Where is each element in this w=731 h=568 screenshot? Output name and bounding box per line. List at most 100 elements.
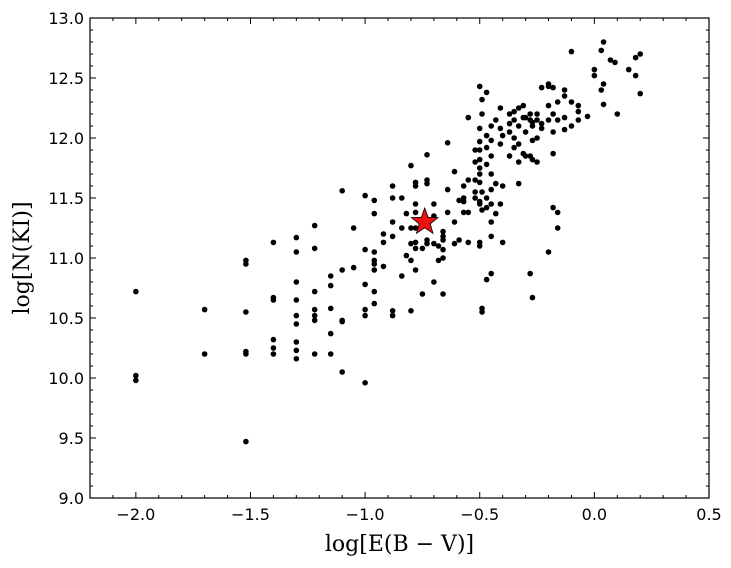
x-tick-label: −1.0 [346,505,385,524]
data-point [472,147,478,153]
data-point [408,308,414,314]
data-point [476,83,483,90]
data-point [497,201,504,207]
data-point [472,189,478,195]
x-tick-label: 0.0 [582,505,607,524]
data-point [201,306,208,313]
data-point [488,201,495,207]
data-point [488,171,495,177]
data-point [488,233,495,240]
data-point [529,123,536,129]
data-point [412,183,419,189]
data-point [554,225,561,231]
data-point [371,267,378,273]
data-point [444,209,451,216]
data-point [293,234,300,241]
data-point [444,186,451,193]
data-point [339,318,345,325]
data-point [632,54,639,61]
x-axis-label: log[E(B − V)] [325,532,474,557]
data-point [515,180,522,187]
data-point [534,135,540,141]
data-point [497,125,504,132]
data-point [431,279,437,285]
data-point [419,291,426,297]
data-point [270,239,277,246]
data-point [398,225,405,231]
data-point [534,159,540,165]
data-point [483,132,490,139]
data-point [472,195,478,201]
data-point [327,305,334,312]
data-point [465,209,472,216]
data-point [440,237,446,243]
data-point [600,101,607,108]
plot-frame [89,17,710,499]
data-point [561,87,568,93]
data-point [492,180,499,187]
data-point [600,39,607,45]
data-point [534,117,540,123]
data-point [538,84,545,91]
data-point [440,255,446,261]
data-point [440,246,446,253]
data-point [554,117,561,123]
data-point [499,132,506,139]
data-point [483,195,490,201]
data-point [479,309,485,315]
data-point [424,180,430,187]
data-point [511,108,517,115]
data-point [412,201,419,207]
data-point [479,96,485,103]
highlight-layer [410,206,440,235]
data-point [270,297,277,303]
data-point [270,351,277,357]
data-point [472,177,478,183]
data-point [371,249,378,255]
data-point [371,288,378,295]
data-point [515,105,522,111]
data-point [568,123,575,129]
data-point [554,209,561,216]
data-point [362,192,368,199]
data-point [389,183,396,189]
data-point [362,281,368,288]
data-point [476,201,483,207]
data-point [435,243,442,249]
data-point [575,102,582,109]
data-point [398,273,405,279]
data-point [293,312,300,319]
data-point [293,339,300,345]
data-point [506,120,513,127]
data-point [243,309,249,315]
data-point [492,210,499,217]
data-point [479,111,485,117]
data-point [362,246,368,253]
data-point [408,162,414,169]
data-point [440,291,446,297]
data-point [476,125,483,132]
y-axis-label: log[N(KI)] [10,201,35,314]
y-tick-labels: 9.0 9.5 10.0 10.5 11.0 11.5 12.0 12.5 13.0 [48,9,84,508]
x-tick-label: −1.5 [231,505,270,524]
data-point [625,66,632,73]
data-point [550,111,556,117]
data-point [133,372,139,379]
data-point [270,345,277,351]
data-point [499,183,506,189]
y-tick-label: 9.0 [59,489,84,508]
data-point [435,257,442,264]
data-point [451,219,458,225]
data-point [637,51,644,57]
data-point [506,129,513,135]
x-tick-labels: −2.0 −1.5 −1.0 −0.5 0.0 0.5 [116,505,721,524]
data-point [488,123,495,129]
data-point [499,239,506,246]
data-point [472,159,478,165]
data-point [632,72,639,79]
data-point [554,99,561,105]
data-point [327,330,334,337]
data-point [350,264,357,271]
y-tick-label: 10.0 [48,369,84,388]
data-point [600,81,607,87]
